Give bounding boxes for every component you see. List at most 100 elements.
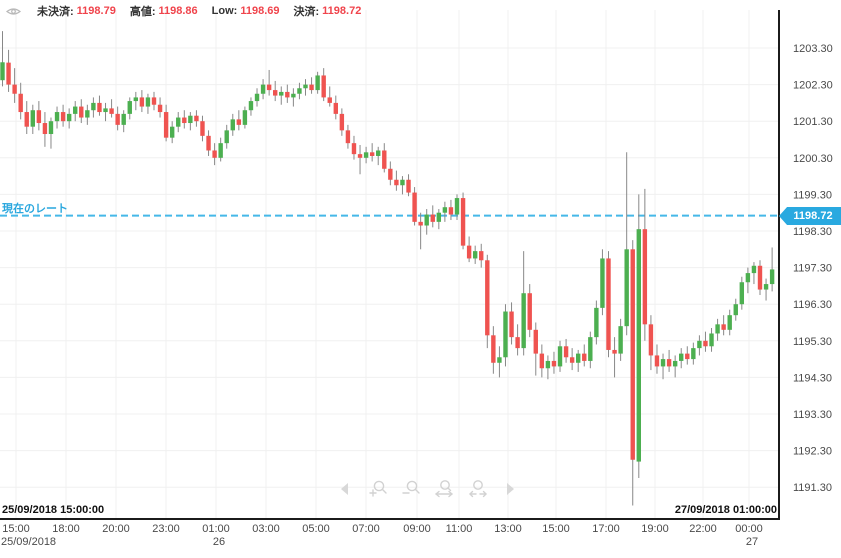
candle-body: [715, 324, 720, 334]
candle-body: [666, 359, 672, 367]
candle-body: [769, 269, 775, 285]
candle-body: [309, 84, 314, 91]
legend-open-label: 未決済:: [37, 6, 74, 18]
candle-body: [569, 357, 575, 363]
candle-body: [73, 106, 78, 114]
candle-body: [533, 329, 538, 354]
candle-body: [679, 353, 684, 361]
candle-body: [66, 113, 72, 122]
candle-body: [576, 353, 581, 363]
zoom-in-icon[interactable]: [365, 479, 391, 499]
candle-body: [630, 249, 635, 460]
y-axis-label: 1195.30: [793, 336, 832, 348]
candle-body: [357, 154, 363, 158]
candle-body: [24, 112, 29, 127]
candle-body: [30, 110, 35, 127]
candle-body: [12, 84, 17, 94]
x-axis-label: 15:00: [2, 523, 30, 535]
candle-body: [85, 110, 90, 118]
candle-body: [121, 113, 126, 125]
candle-body: [48, 121, 54, 135]
candle-body: [672, 360, 678, 367]
candle-body: [612, 349, 617, 354]
candle-body: [254, 93, 260, 102]
candle-body: [182, 117, 187, 124]
candle-body: [194, 115, 199, 122]
candle-body: [127, 101, 132, 114]
legend-open-value: 1198.79: [76, 5, 116, 17]
candle-body: [248, 101, 254, 111]
zoom-out-icon[interactable]: [398, 479, 424, 499]
y-axis-label: 1202.30: [793, 80, 833, 92]
pan-left-icon[interactable]: [332, 479, 358, 499]
candle-body: [327, 97, 332, 103]
candle-body: [303, 84, 308, 89]
pan-right-icon[interactable]: [497, 479, 523, 499]
candle-body: [618, 326, 623, 354]
x-axis-label: 15:00: [542, 523, 570, 535]
legend-close-value: 1198.72: [322, 5, 362, 17]
candle-body: [757, 265, 763, 290]
candle-body: [624, 249, 629, 327]
candle-body: [733, 304, 738, 316]
candle-body: [163, 112, 169, 138]
zoom-x-icon[interactable]: [431, 479, 457, 499]
x-axis-label: 00:00: [735, 523, 763, 535]
candle-body: [36, 110, 42, 124]
visibility-eye-icon[interactable]: [6, 6, 21, 17]
candle-body: [491, 335, 496, 363]
candle-body: [600, 258, 605, 308]
candle-body: [133, 97, 139, 102]
candle-body: [515, 337, 520, 349]
candle-body: [321, 75, 326, 98]
candle-body: [382, 150, 387, 169]
candle-body: [485, 260, 490, 336]
candle-body: [91, 102, 96, 111]
x-axis-date-label: 26: [213, 536, 225, 548]
candle-body: [339, 113, 345, 131]
x-axis-label: 11:00: [446, 523, 473, 535]
range-end-stamp: 27/09/2018 01:00:00: [674, 504, 777, 516]
candle-body: [466, 245, 472, 259]
y-axis-label: 1197.30: [793, 263, 832, 275]
candle-body: [709, 333, 714, 347]
x-axis-label: 19:00: [641, 523, 669, 535]
candle-body: [418, 221, 423, 226]
candle-body: [636, 229, 641, 462]
candle-body: [369, 152, 375, 156]
candle-body: [42, 123, 48, 135]
candle-body: [151, 97, 157, 105]
y-axis-label: 1198.30: [793, 226, 832, 238]
candle-body: [448, 207, 454, 215]
y-axis-label: 1200.30: [793, 153, 833, 165]
candle-body: [721, 324, 726, 330]
candle-body: [697, 340, 702, 349]
candle-body: [685, 353, 690, 360]
candle-body: [557, 346, 563, 367]
candle-body: [594, 307, 599, 338]
y-axis-label: 1201.30: [793, 116, 833, 128]
x-axis-label: 18:00: [52, 523, 80, 535]
candle-body: [563, 346, 569, 358]
x-axis-label: 22:00: [689, 523, 717, 535]
candle-body: [363, 152, 369, 158]
candle-body: [582, 353, 587, 361]
candle-body: [188, 115, 193, 124]
x-axis-date-label: 25/09/2018: [1, 536, 56, 548]
candle-body: [103, 108, 108, 113]
candle-body: [79, 106, 84, 118]
x-axis-label: 07:00: [352, 523, 380, 535]
candle-body: [539, 353, 545, 369]
x-axis-label: 09:00: [403, 523, 431, 535]
candle-body: [176, 117, 181, 127]
legend-close: 決済: 1198.72: [293, 3, 361, 19]
candle-body: [527, 293, 532, 330]
candle-body: [345, 130, 351, 144]
candle-body: [479, 251, 484, 261]
candle-body: [236, 119, 242, 125]
zoom-reset-icon[interactable]: [464, 479, 490, 499]
candle-body: [394, 179, 399, 186]
x-axis-label: 03:00: [252, 523, 280, 535]
current-rate-label: 現在のレート: [2, 203, 68, 215]
